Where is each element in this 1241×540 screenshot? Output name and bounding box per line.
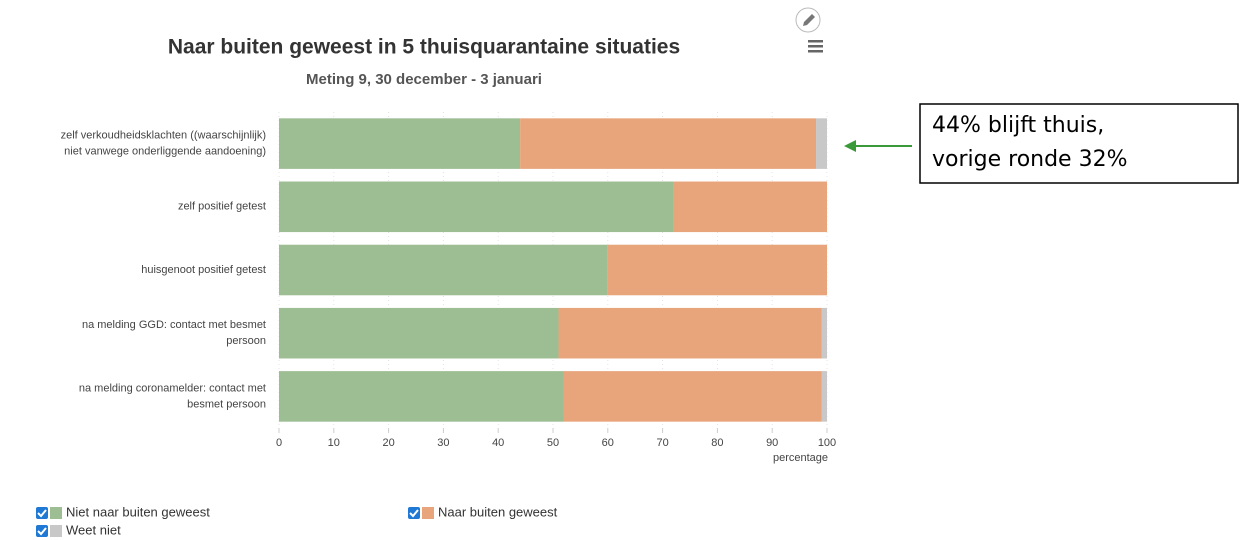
x-tick-label: 10 (328, 437, 340, 449)
legend-checkbox (36, 525, 48, 537)
annotation-text: vorige ronde 32% (932, 147, 1128, 172)
bar-segment (279, 307, 559, 359)
legend-label: Niet naar buiten geweest (66, 504, 210, 519)
x-tick-label: 40 (492, 437, 504, 449)
legend-label: Weet niet (66, 522, 121, 537)
bar-segment (279, 181, 674, 233)
y-tick-label: niet vanwege onderliggende aandoening) (64, 146, 266, 158)
x-tick-label: 60 (602, 437, 614, 449)
legend-check (37, 527, 47, 536)
annotation-arrow (844, 140, 912, 152)
bar-segment (607, 244, 827, 296)
annotation-box (919, 103, 1239, 184)
bar-segment (558, 307, 822, 359)
annotation-text: 44% blijft thuis, (932, 113, 1104, 138)
legend-swatch (50, 507, 62, 519)
legend-item[interactable]: Niet naar buiten geweest (36, 504, 210, 519)
x-tick-label: 70 (656, 437, 668, 449)
bar-segment (520, 118, 817, 169)
y-tick-label: na melding GGD: contact met besmet (82, 319, 266, 331)
legend-item[interactable]: Naar buiten geweest (408, 504, 558, 519)
menu-icon[interactable] (808, 40, 823, 53)
edit-icon[interactable] (795, 7, 821, 33)
x-tick-label: 30 (437, 437, 449, 449)
x-tick-label: 80 (711, 437, 723, 449)
y-tick-label: zelf positief getest (178, 201, 266, 213)
bar-segment (821, 371, 827, 422)
bar-segment (563, 371, 822, 422)
bar-segment (816, 118, 827, 169)
y-tick-label: na melding coronamelder: contact met (79, 382, 266, 394)
chart-subtitle: Meting 9, 30 december - 3 januari (306, 71, 542, 88)
bar-segment (673, 181, 827, 233)
y-tick-label: besmet persoon (187, 398, 266, 410)
legend-checkbox (408, 507, 420, 519)
chart-title: Naar buiten geweest in 5 thuisquarantain… (168, 36, 680, 59)
x-tick-label: 50 (547, 437, 559, 449)
legend-check (409, 509, 419, 518)
y-tick-label: zelf verkoudheidsklachten ((waarschijnli… (61, 130, 266, 142)
legend-swatch (50, 525, 62, 537)
legend-item[interactable]: Weet niet (36, 522, 121, 537)
x-tick-label: 20 (382, 437, 394, 449)
bar-segment (279, 244, 608, 296)
bar-segment (279, 118, 521, 169)
y-tick-label: persoon (226, 335, 266, 347)
legend-label: Naar buiten geweest (438, 504, 558, 519)
x-tick-label: 100 (818, 437, 836, 449)
legend-swatch (422, 507, 434, 519)
legend-check (37, 509, 47, 518)
y-tick-label: huisgenoot positief getest (141, 264, 266, 276)
bar-segment (279, 371, 564, 422)
bar-segment (821, 307, 827, 359)
legend-checkbox (36, 507, 48, 519)
x-tick-label: 90 (766, 437, 778, 449)
x-axis-label: percentage (773, 452, 828, 464)
x-tick-label: 0 (276, 437, 282, 449)
